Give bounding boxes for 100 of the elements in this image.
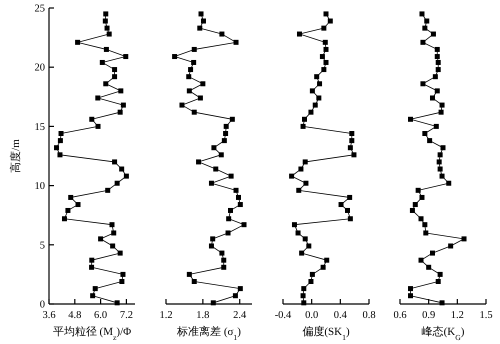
point bbox=[310, 272, 315, 277]
point bbox=[420, 40, 426, 45]
x-tick-label: 0.4 bbox=[334, 310, 348, 321]
x-tick-label: 0.0 bbox=[305, 310, 318, 321]
point bbox=[422, 131, 428, 136]
point bbox=[301, 286, 306, 292]
point bbox=[324, 11, 328, 16]
point bbox=[106, 32, 112, 37]
point bbox=[105, 188, 110, 193]
y-tick-label: 0 bbox=[40, 300, 45, 310]
point bbox=[420, 81, 426, 86]
point bbox=[299, 250, 304, 256]
point bbox=[296, 188, 302, 193]
point bbox=[448, 243, 454, 248]
point bbox=[349, 131, 354, 136]
point bbox=[65, 208, 70, 213]
x-tick-label: 1.8 bbox=[196, 310, 210, 321]
point bbox=[424, 18, 430, 24]
point bbox=[222, 138, 227, 144]
point bbox=[298, 166, 304, 172]
x-tick-label: 1.5 bbox=[479, 310, 493, 321]
point bbox=[296, 230, 301, 236]
point bbox=[120, 272, 126, 277]
point bbox=[208, 243, 214, 248]
point bbox=[242, 222, 247, 228]
point bbox=[348, 216, 353, 222]
x-axis-title: 偏度(SK$_{1}$) bbox=[302, 325, 350, 342]
point bbox=[186, 88, 192, 94]
point bbox=[76, 202, 81, 208]
point bbox=[446, 180, 452, 186]
point bbox=[408, 116, 414, 122]
point bbox=[430, 32, 436, 37]
point bbox=[111, 230, 116, 236]
point bbox=[191, 60, 196, 65]
point bbox=[192, 46, 197, 52]
point bbox=[422, 26, 428, 31]
x-axis-title: 平均粒径 (M$_{z}$)/Φ bbox=[52, 326, 132, 342]
point bbox=[410, 208, 415, 213]
point bbox=[103, 81, 108, 86]
point bbox=[438, 272, 443, 277]
point bbox=[303, 180, 308, 186]
x-tick-label: -0.4 bbox=[274, 310, 292, 321]
point bbox=[316, 95, 322, 100]
point bbox=[426, 264, 432, 270]
point bbox=[224, 124, 229, 129]
point bbox=[321, 26, 326, 31]
point bbox=[109, 222, 114, 228]
point bbox=[221, 264, 226, 270]
point bbox=[200, 18, 206, 24]
point bbox=[416, 188, 421, 193]
point bbox=[314, 74, 320, 80]
point bbox=[221, 258, 226, 263]
point bbox=[54, 145, 60, 150]
point bbox=[328, 18, 333, 24]
point bbox=[92, 286, 98, 292]
point bbox=[296, 32, 302, 37]
point bbox=[57, 152, 62, 158]
point bbox=[219, 250, 224, 256]
point bbox=[419, 194, 424, 200]
point bbox=[434, 46, 440, 52]
point bbox=[300, 124, 306, 129]
x-axis-title: 标准离差 (σ$_{1}$) bbox=[176, 325, 242, 342]
point bbox=[186, 272, 192, 277]
point bbox=[440, 145, 446, 150]
point bbox=[423, 230, 428, 236]
point bbox=[427, 138, 432, 144]
point bbox=[436, 67, 441, 72]
point bbox=[436, 159, 442, 164]
y-tick-label: 15 bbox=[34, 122, 45, 133]
point bbox=[440, 174, 445, 179]
point bbox=[186, 74, 192, 80]
point bbox=[89, 258, 94, 263]
point bbox=[320, 264, 326, 270]
point bbox=[338, 202, 344, 208]
x-tick-label: 3.6 bbox=[42, 310, 56, 321]
point bbox=[418, 258, 424, 263]
point bbox=[118, 88, 124, 94]
point bbox=[289, 174, 294, 179]
y-tick-label: 25 bbox=[34, 4, 45, 14]
point bbox=[345, 208, 350, 213]
point bbox=[124, 174, 129, 179]
point bbox=[114, 300, 120, 306]
point bbox=[192, 279, 197, 284]
point bbox=[320, 54, 325, 60]
x-tick-label: 0.9 bbox=[422, 310, 436, 321]
point bbox=[324, 60, 328, 65]
point bbox=[306, 243, 312, 248]
point bbox=[436, 279, 441, 284]
point bbox=[104, 26, 110, 31]
point bbox=[308, 279, 314, 284]
x-tick-label: 0.6 bbox=[393, 310, 407, 321]
point bbox=[198, 11, 204, 16]
point bbox=[418, 216, 424, 222]
point bbox=[238, 202, 243, 208]
point bbox=[104, 46, 109, 52]
point bbox=[430, 95, 435, 100]
point bbox=[228, 208, 233, 213]
point bbox=[200, 81, 206, 86]
x-tick-label: 2.4 bbox=[233, 310, 248, 321]
point bbox=[236, 194, 241, 200]
